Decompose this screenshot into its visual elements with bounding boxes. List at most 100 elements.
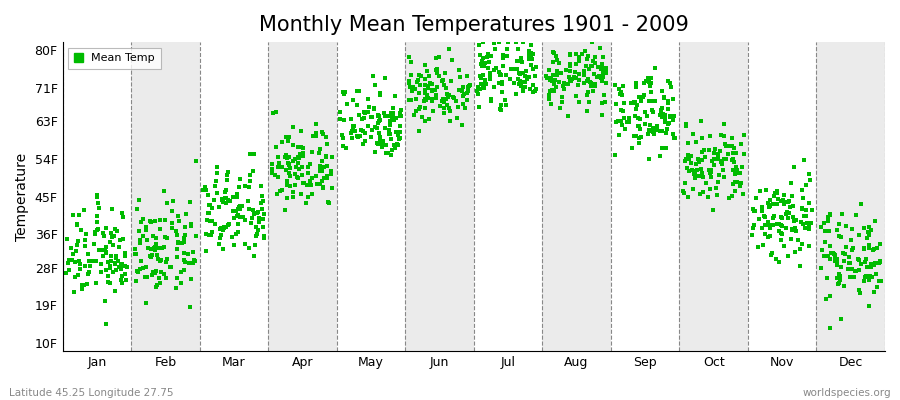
Point: [821, 214, 835, 221]
Point: [760, 234, 775, 240]
Point: [627, 100, 642, 106]
Point: [128, 246, 142, 252]
Point: [562, 74, 577, 80]
Point: [608, 152, 623, 159]
Point: [662, 120, 676, 126]
Point: [524, 62, 538, 68]
Point: [238, 217, 252, 224]
Point: [784, 236, 798, 242]
Point: [774, 214, 788, 220]
Point: [301, 164, 315, 170]
Point: [599, 68, 614, 75]
Point: [428, 87, 442, 93]
Point: [788, 249, 803, 256]
Point: [303, 178, 318, 185]
Point: [231, 220, 246, 227]
Point: [230, 213, 245, 220]
Point: [695, 157, 709, 164]
Point: [148, 235, 163, 241]
Point: [547, 81, 562, 87]
Point: [436, 105, 451, 112]
Point: [664, 84, 679, 90]
Point: [717, 174, 732, 180]
Bar: [680, 42, 748, 351]
Point: [613, 91, 627, 98]
Point: [170, 213, 184, 219]
Point: [770, 190, 785, 196]
Point: [441, 92, 455, 99]
Point: [632, 123, 646, 129]
Point: [642, 156, 656, 162]
Point: [687, 167, 701, 174]
Point: [406, 84, 420, 91]
Point: [508, 91, 523, 98]
Point: [324, 168, 338, 174]
Bar: [543, 42, 611, 351]
Point: [658, 115, 672, 121]
Point: [65, 256, 79, 263]
Point: [204, 228, 219, 235]
Point: [817, 239, 832, 245]
Point: [247, 253, 261, 260]
Point: [256, 235, 271, 242]
Point: [572, 77, 586, 84]
Point: [439, 96, 454, 102]
Point: [499, 102, 513, 108]
Point: [730, 179, 744, 185]
Point: [376, 138, 391, 144]
Point: [507, 65, 521, 72]
Point: [256, 216, 270, 222]
Point: [657, 94, 671, 100]
Point: [526, 50, 540, 57]
Point: [301, 170, 315, 176]
Point: [278, 154, 293, 160]
Point: [543, 88, 557, 94]
Point: [110, 228, 124, 234]
Point: [726, 150, 741, 157]
Point: [640, 113, 654, 120]
Point: [585, 63, 599, 70]
Point: [164, 264, 178, 270]
Point: [652, 112, 667, 118]
Point: [824, 255, 838, 262]
Point: [379, 142, 393, 148]
Point: [772, 228, 787, 234]
Point: [500, 72, 514, 78]
Point: [413, 82, 428, 88]
Point: [678, 157, 692, 164]
Point: [834, 234, 849, 240]
Point: [117, 271, 131, 277]
Point: [177, 232, 192, 238]
Point: [854, 261, 868, 267]
Point: [290, 174, 304, 180]
Point: [853, 201, 868, 208]
Point: [386, 104, 400, 111]
Point: [244, 220, 258, 226]
Point: [312, 163, 327, 170]
Point: [517, 88, 531, 94]
Point: [87, 229, 102, 236]
Point: [446, 95, 461, 101]
Point: [777, 200, 791, 207]
Point: [280, 182, 294, 188]
Point: [383, 117, 398, 124]
Point: [372, 118, 386, 125]
Point: [471, 90, 485, 97]
Point: [203, 232, 218, 238]
Point: [418, 96, 432, 103]
Point: [730, 167, 744, 174]
Point: [763, 232, 778, 239]
Point: [270, 190, 284, 197]
Point: [514, 83, 528, 90]
Point: [687, 171, 701, 178]
Point: [698, 154, 713, 160]
Point: [559, 67, 573, 73]
Point: [757, 213, 771, 220]
Point: [70, 272, 85, 278]
Bar: [405, 42, 473, 351]
Point: [105, 234, 120, 240]
Point: [418, 89, 432, 95]
Point: [99, 225, 113, 232]
Point: [212, 204, 226, 211]
Point: [679, 156, 693, 162]
